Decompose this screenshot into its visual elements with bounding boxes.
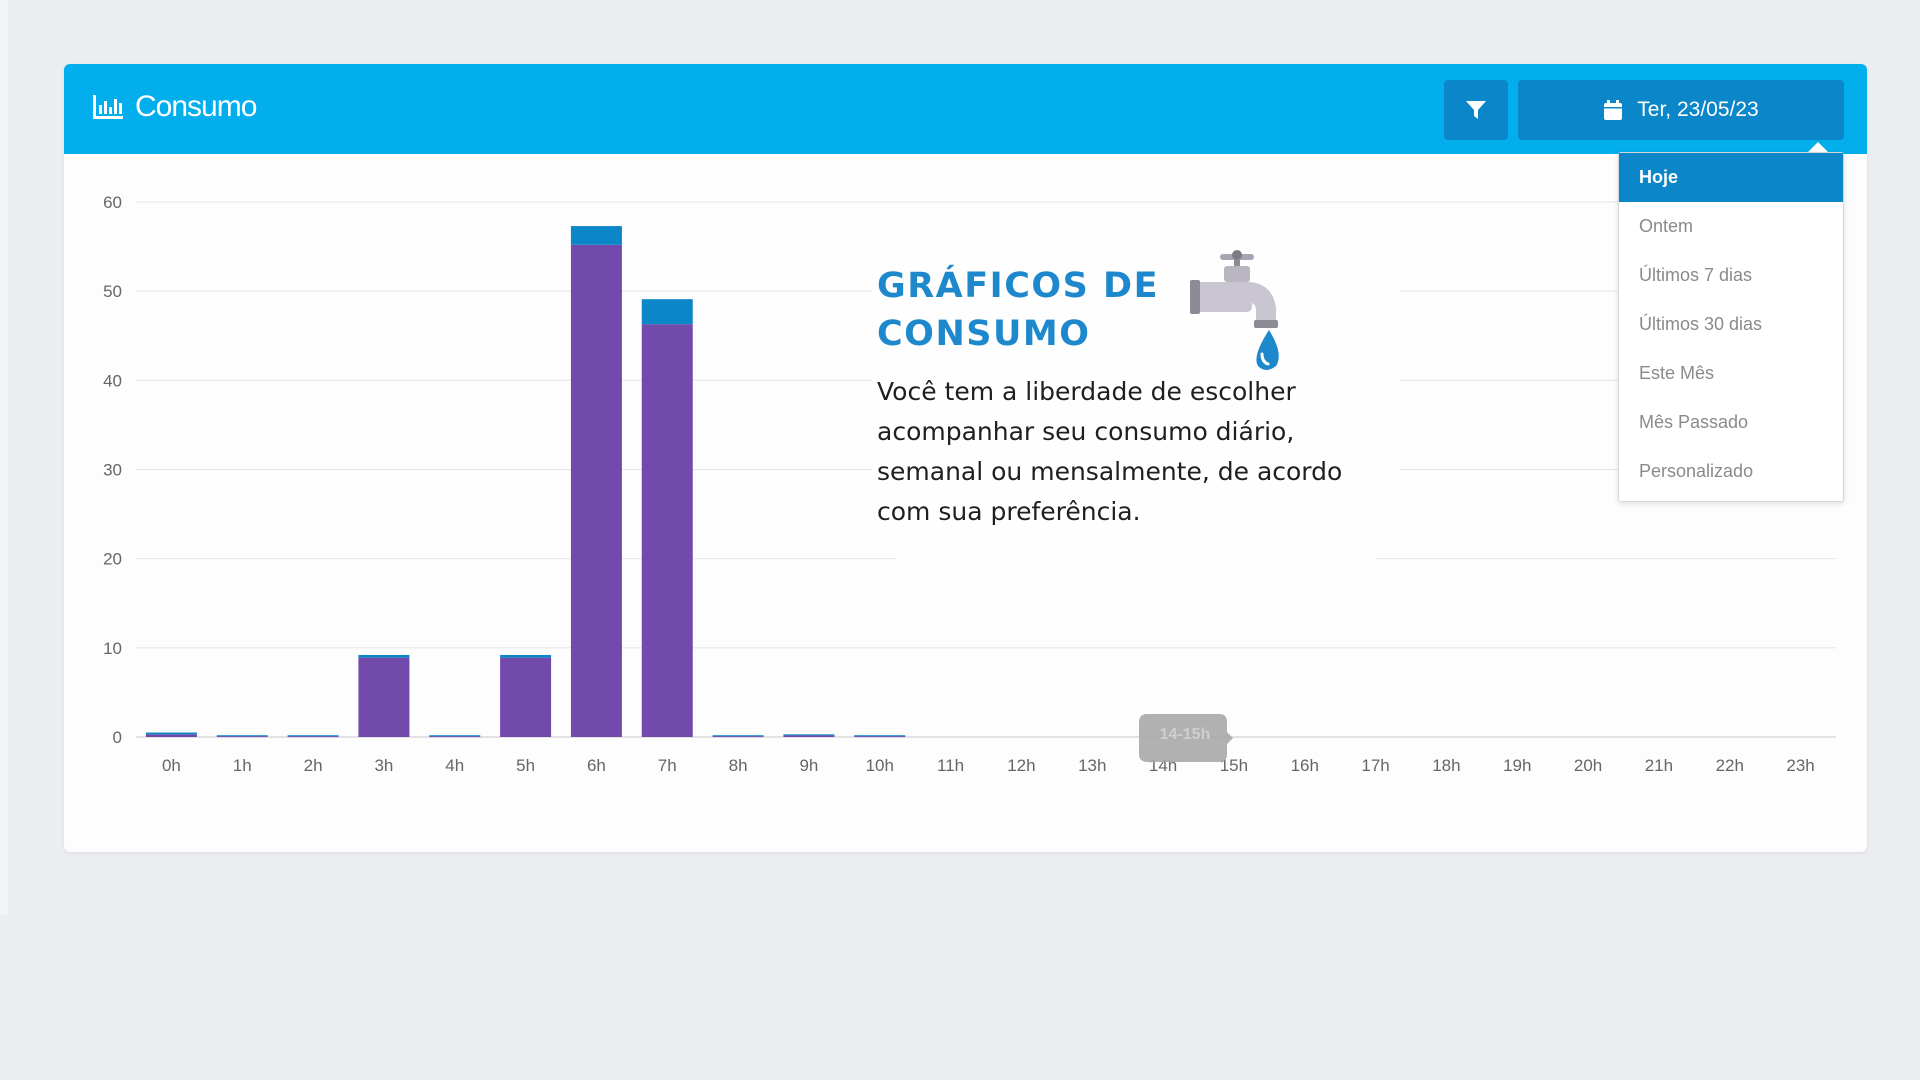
bar-6h-series-2 [570,226,622,245]
x-tick-label-17h: 17h [1361,756,1389,775]
callout-title: GRÁFICOS DE CONSUMO [877,262,1207,358]
x-tick-label-10h: 10h [866,756,894,775]
x-tick-label-19h: 19h [1503,756,1531,775]
x-tick-label-16h: 16h [1291,756,1319,775]
x-tick-label-6h: 6h [587,756,606,775]
x-tick-label-18h: 18h [1432,756,1460,775]
x-tick-label-4h: 4h [445,756,464,775]
x-tick-label-15h: 15h [1220,756,1248,775]
y-tick-label-10: 10 [103,639,122,658]
bar-7h-series-1 [641,324,693,737]
bar-0h-series-1 [145,734,197,737]
dropdown-item-5[interactable]: Este Mês [1639,363,1715,383]
y-tick-label-0: 0 [113,728,122,747]
y-tick-label-40: 40 [103,371,122,390]
dropdown-caret [1808,142,1828,152]
y-tick-label-50: 50 [103,282,122,301]
bar-8h-series-2 [712,735,764,737]
card-title-text: Consumo [135,90,257,123]
dropdown-item-1[interactable]: Hoje [1619,153,1843,202]
x-tick-label-8h: 8h [729,756,748,775]
bar-10h-series-1 [854,736,906,738]
bar-7h-series-2 [641,299,693,325]
faucet-icon [1190,250,1279,370]
bar-9h-series-1 [783,735,835,737]
x-tick-label-9h: 9h [799,756,818,775]
bar-4h-series-2 [429,735,481,737]
x-tick-label-1h: 1h [233,756,252,775]
x-tick-label-5h: 5h [516,756,535,775]
x-tick-label-2h: 2h [304,756,323,775]
date-label: Ter, 23/05/23 [1637,98,1759,121]
callout-title-line-2: CONSUMO [877,314,1091,354]
x-tick-label-20h: 20h [1574,756,1602,775]
x-tick-label-23h: 23h [1786,756,1814,775]
dropdown-item-2[interactable]: Ontem [1639,216,1694,236]
dropdown-item-4[interactable]: Últimos 30 dias [1639,314,1763,334]
bar-10h-series-2 [854,735,906,737]
dropdown-item-6[interactable]: Mês Passado [1639,412,1749,432]
left-strip [0,0,8,915]
date-picker-button[interactable]: Ter, 23/05/23 [1518,80,1844,140]
bar-3h-series-2 [358,654,410,658]
callout-title-line-1: GRÁFICOS DE [877,266,1159,306]
y-tick-label-20: 20 [103,550,122,569]
dropdown-item-3[interactable]: Últimos 7 dias [1639,265,1753,285]
x-tick-label-7h: 7h [658,756,677,775]
dropdown-item-7[interactable]: Personalizado [1639,461,1754,481]
x-tick-label-12h: 12h [1007,756,1035,775]
bar-3h-series-1 [358,657,410,737]
card-title: Consumo [91,90,257,124]
x-tick-label-13h: 13h [1078,756,1106,775]
bar-9h-series-2 [783,734,835,736]
bar-1h-series-1 [216,736,268,738]
card-header: Consumo Ter, 23/05/23 [64,64,1867,154]
bar-4h-series-1 [429,736,481,738]
x-tick-label-11h: 11h [937,756,964,775]
callout-text: Você tem a liberdade de escolher acompan… [877,377,1343,526]
x-tick-label-22h: 22h [1716,756,1744,775]
x-tick-label-0h: 0h [162,756,181,775]
bar-0h-series-2 [145,732,197,735]
bar-8h-series-1 [712,736,764,738]
filter-button[interactable] [1444,80,1508,140]
y-tick-label-60: 60 [103,193,122,212]
x-tick-label-21h: 21h [1645,756,1673,775]
tooltip-bubble [1139,714,1233,762]
y-tick-label-30: 30 [103,461,122,480]
x-tick-label-3h: 3h [374,756,393,775]
bar-5h-series-2 [500,654,552,658]
tooltip-text: 14-15h [1160,726,1211,743]
bar-2h-series-2 [287,735,339,737]
date-range-dropdown: Hoje Ontem Últimos 7 dias Últimos 30 dias Es… [1618,152,1844,502]
info-callout [872,222,1400,562]
filter-icon [1466,101,1486,119]
bar-2h-series-1 [287,736,339,738]
bar-6h-series-1 [570,244,622,738]
calendar-icon [1604,100,1623,120]
bar-1h-series-2 [216,735,268,737]
bar-chart-icon [93,95,123,119]
bar-5h-series-1 [500,657,552,737]
